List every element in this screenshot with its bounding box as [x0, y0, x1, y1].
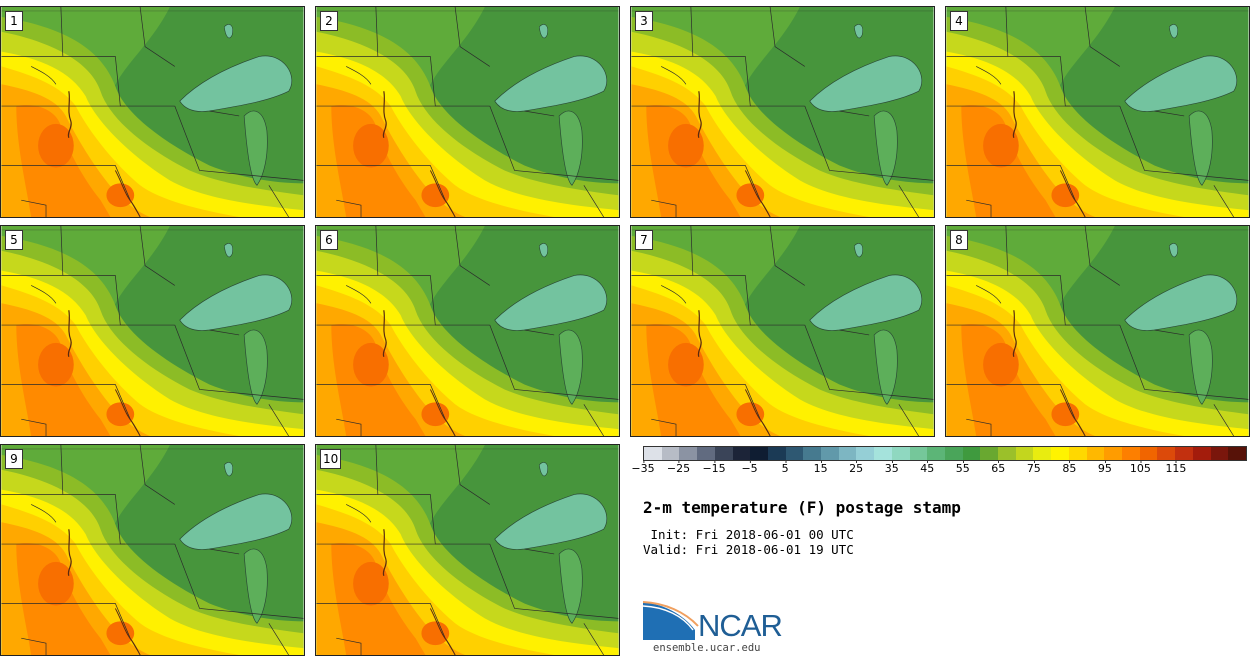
colorbar-tick-label: −15 — [702, 460, 726, 475]
colorbar-segment — [909, 447, 928, 460]
panel-number-label: 8 — [950, 230, 968, 250]
colorbar-segment — [1068, 447, 1087, 460]
colorbar-tick-label: 35 — [884, 460, 899, 475]
postage-stamp-panel: 2 — [315, 6, 620, 218]
colorbar-segment — [1086, 447, 1105, 460]
temperature-map — [946, 7, 1249, 217]
colorbar-segment — [856, 447, 875, 460]
chart-title: 2-m temperature (F) postage stamp — [643, 498, 961, 517]
colorbar-segment — [661, 447, 680, 460]
postage-stamp-panel: 6 — [315, 225, 620, 437]
colorbar-segment — [1175, 447, 1193, 460]
colorbar-tick-label: 95 — [1097, 460, 1112, 475]
colorbar-segment — [1210, 447, 1229, 460]
panel-number-label: 5 — [5, 230, 23, 250]
colorbar-tick-label: 115 — [1165, 460, 1187, 475]
colorbar-segment — [785, 447, 804, 460]
colorbar-tick-label: 85 — [1062, 460, 1077, 475]
colorbar-segment — [1139, 447, 1158, 460]
ncar-logo-text: NCAR — [698, 608, 783, 643]
colorbar-segment — [1015, 447, 1034, 460]
temperature-map — [1, 445, 304, 655]
colorbar-tick-label: 105 — [1129, 460, 1151, 475]
colorbar-ticks: −35 −25 −15 −5 5 15 25 35 45 55 65 75 85 95 105 115 — [631, 460, 1247, 482]
postage-stamp-panel: 8 — [945, 225, 1250, 437]
panel-number-label: 10 — [320, 449, 342, 469]
panel-number-label: 3 — [635, 11, 653, 31]
panel-number-label: 9 — [5, 449, 23, 469]
colorbar-segment — [821, 447, 839, 460]
colorbar-segment — [891, 447, 910, 460]
postage-stamp-panel: 7 — [630, 225, 935, 437]
colorbar-segment — [803, 447, 822, 460]
colorbar — [643, 446, 1247, 461]
temperature-map — [1, 7, 304, 217]
colorbar-segment — [714, 447, 733, 460]
colorbar-segment — [697, 447, 715, 460]
colorbar-segment — [767, 447, 786, 460]
ncar-logo-icon — [643, 601, 699, 640]
colorbar-segment — [980, 447, 999, 460]
colorbar-segment — [962, 447, 981, 460]
temperature-map — [946, 226, 1249, 436]
panel-number-label: 4 — [950, 11, 968, 31]
colorbar-tick-label: 75 — [1026, 460, 1041, 475]
colorbar-segment — [644, 447, 662, 460]
colorbar-segment — [1192, 447, 1211, 460]
colorbar-tick-label: −25 — [666, 460, 691, 475]
colorbar-segment — [1121, 447, 1140, 460]
colorbar-tick-label: 5 — [781, 460, 789, 475]
colorbar-segment — [1157, 447, 1176, 460]
colorbar-segment — [732, 447, 751, 460]
colorbar-segment — [1104, 447, 1122, 460]
colorbar-tick-label: 65 — [991, 460, 1006, 475]
temperature-map — [316, 445, 619, 655]
colorbar-segment — [1228, 447, 1246, 460]
colorbar-segment — [944, 447, 963, 460]
colorbar-segment — [998, 447, 1016, 460]
postage-stamp-panel: 9 — [0, 444, 305, 656]
postage-stamp-panel: 1 — [0, 6, 305, 218]
postage-stamp-panel: 4 — [945, 6, 1250, 218]
valid-time: Valid: Fri 2018-06-01 19 UTC — [643, 542, 854, 557]
colorbar-segment — [750, 447, 768, 460]
temperature-map — [1, 226, 304, 436]
panel-number-label: 2 — [320, 11, 338, 31]
colorbar-tick-label: −35 — [631, 460, 655, 475]
temperature-map — [631, 7, 934, 217]
init-time: Init: Fri 2018-06-01 00 UTC — [643, 527, 854, 542]
colorbar-segment — [838, 447, 857, 460]
colorbar-segment — [1051, 447, 1069, 460]
colorbar-tick-label: 15 — [813, 460, 828, 475]
colorbar-segment — [874, 447, 892, 460]
panel-number-label: 6 — [320, 230, 338, 250]
colorbar-segment — [679, 447, 698, 460]
postage-stamp-panel: 3 — [630, 6, 935, 218]
panel-number-label: 7 — [635, 230, 653, 250]
temperature-map — [631, 226, 934, 436]
temperature-map — [316, 7, 619, 217]
colorbar-segment — [1033, 447, 1052, 460]
colorbar-tick-label: 25 — [849, 460, 864, 475]
panel-number-label: 1 — [5, 11, 23, 31]
postage-stamp-panel: 5 — [0, 225, 305, 437]
colorbar-segment — [927, 447, 945, 460]
logo-url: ensemble.ucar.edu — [653, 642, 761, 654]
colorbar-tick-label: 55 — [955, 460, 970, 475]
temperature-map — [316, 226, 619, 436]
colorbar-tick-label: −5 — [741, 460, 758, 475]
colorbar-tick-label: 45 — [920, 460, 935, 475]
postage-stamp-panel: 10 — [315, 444, 620, 656]
